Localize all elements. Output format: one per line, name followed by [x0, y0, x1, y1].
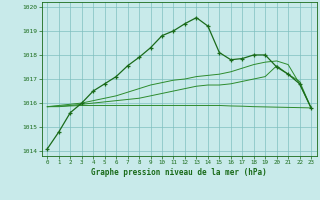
X-axis label: Graphe pression niveau de la mer (hPa): Graphe pression niveau de la mer (hPa): [91, 168, 267, 177]
